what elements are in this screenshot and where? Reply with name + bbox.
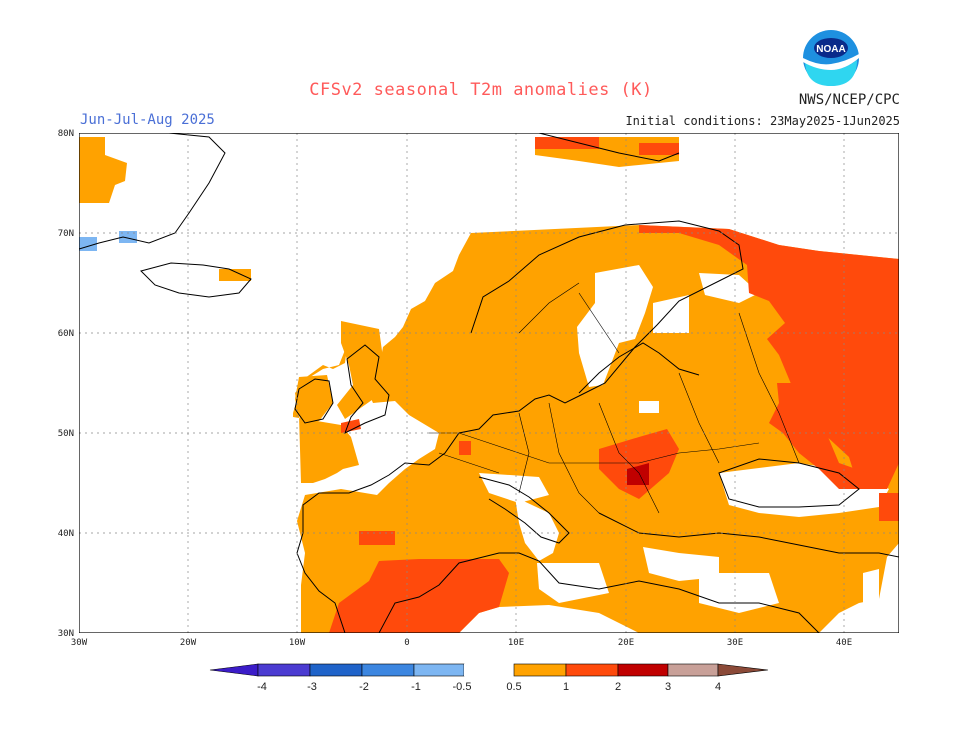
colorbar-label: -2	[359, 681, 369, 693]
coastlines	[79, 133, 899, 633]
colorbar-label: -0.5	[453, 681, 472, 693]
country-borders	[429, 282, 800, 514]
colorbar-bin-m4-m3	[257, 663, 311, 677]
colorbar-bin-neutral	[464, 664, 514, 676]
colorbar-label: 1	[563, 681, 569, 693]
colorbar-label: 2	[615, 681, 621, 693]
colorbar-label: -1	[411, 681, 421, 693]
lat-label-60n: 60N	[58, 329, 74, 339]
lat-label-50n: 50N	[58, 429, 74, 439]
lon-label-30w: 30W	[71, 638, 88, 648]
colorbar-label: -3	[307, 681, 317, 693]
lon-label-0: 0	[404, 638, 409, 648]
lat-label-30n: 30N	[58, 629, 74, 639]
colorbar-bin-1-2	[565, 663, 619, 677]
anomaly-field-1-2	[329, 137, 899, 633]
lon-label-20e: 20E	[618, 638, 634, 648]
gridlines	[79, 133, 899, 633]
colorbar-bin-m1-m05	[413, 663, 465, 677]
map-title: CFSv2 seasonal T2m anomalies (K)	[309, 80, 653, 100]
lon-label-10w: 10W	[289, 638, 306, 648]
colorbar-arrow-high	[717, 663, 769, 677]
colorbar-bin-3-4	[667, 663, 719, 677]
colorbar-arrow-low	[209, 663, 259, 677]
colorbar-bin-m3-m2	[309, 663, 363, 677]
season-label: Jun-Jul-Aug 2025	[80, 112, 215, 128]
agency-label: NWS/NCEP/CPC	[798, 92, 900, 108]
anomaly-field-2-3	[627, 463, 649, 485]
lat-label-40n: 40N	[58, 529, 74, 539]
lat-label-70n: 70N	[58, 229, 74, 239]
initial-conditions-label: Initial conditions: 23May2025-1Jun2025	[625, 114, 900, 128]
colorbar-bin-m2-m1	[361, 663, 415, 677]
anomaly-map	[79, 133, 899, 633]
lon-label-20w: 20W	[180, 638, 197, 648]
colorbar-bin-2-3	[617, 663, 669, 677]
near-zero-anomaly	[479, 265, 889, 613]
colorbar-label: -4	[257, 681, 267, 693]
noaa-logo-text: NOAA	[816, 44, 845, 55]
lon-label-10e: 10E	[508, 638, 524, 648]
colorbar-label: 4	[715, 681, 721, 693]
noaa-logo: NOAA	[801, 28, 861, 88]
colorbar-label: 3	[665, 681, 671, 693]
lat-label-80n: 80N	[58, 129, 74, 139]
colorbar-bin-05-1	[513, 663, 567, 677]
colorbar-label: 0.5	[506, 681, 521, 693]
colorbar: -4 -3 -2 -1 -0.5 0.5 1 2 3 4	[209, 663, 769, 693]
lon-label-40e: 40E	[836, 638, 852, 648]
lon-label-30e: 30E	[727, 638, 743, 648]
